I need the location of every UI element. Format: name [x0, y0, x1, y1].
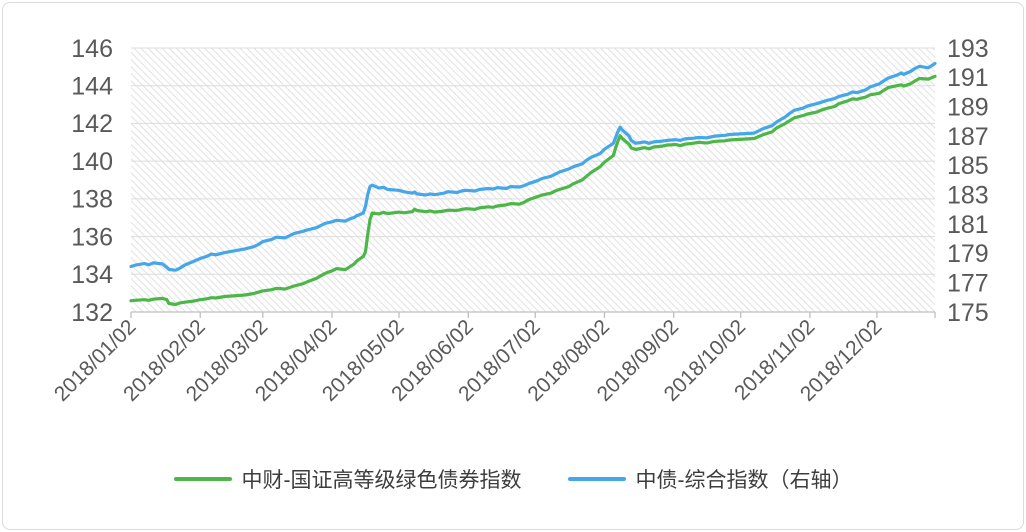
svg-text:144: 144	[71, 72, 113, 100]
series-line-green	[129, 74, 937, 307]
series-line-blue	[129, 61, 937, 272]
svg-text:187: 187	[947, 123, 989, 151]
svg-text:136: 136	[71, 223, 113, 251]
legend-label-green-index: 中财-国证高等级绿色债券指数	[241, 469, 522, 492]
svg-text:185: 185	[947, 152, 989, 180]
svg-text:146: 146	[71, 35, 113, 63]
svg-text:189: 189	[947, 93, 989, 121]
legend-label-blue-index: 中债-综合指数（右轴）	[635, 469, 853, 492]
svg-text:177: 177	[947, 269, 989, 297]
legend-item-green-index: 中财-国证高等级绿色债券指数	[173, 464, 522, 494]
x-axis	[130, 311, 936, 318]
gridlines	[131, 47, 935, 313]
svg-text:134: 134	[71, 261, 113, 289]
legend-swatch-blue-line	[567, 477, 626, 481]
legend: 中财-国证高等级绿色债券指数 中债-综合指数（右轴）	[3, 464, 1023, 494]
legend-swatch-green-line	[173, 477, 232, 481]
svg-text:142: 142	[71, 110, 113, 138]
legend-item-blue-index: 中债-综合指数（右轴）	[567, 464, 853, 494]
svg-text:140: 140	[71, 148, 113, 176]
svg-text:193: 193	[947, 35, 989, 63]
dual-axis-line-chart: 1461441421401381361341321931911891871851…	[50, 35, 989, 406]
svg-text:183: 183	[947, 181, 989, 209]
plot-area-hatch	[131, 48, 935, 312]
svg-text:181: 181	[947, 211, 989, 239]
left-axis-labels: 146 144 142 140 138 136 134 132	[71, 35, 113, 327]
svg-text:191: 191	[947, 64, 989, 92]
svg-text:175: 175	[947, 299, 989, 327]
svg-text:132: 132	[71, 299, 113, 327]
svg-text:138: 138	[71, 186, 113, 214]
svg-text:179: 179	[947, 240, 989, 268]
x-axis-labels: 2018/01/022018/02/022018/03/022018/04/02…	[50, 315, 887, 406]
